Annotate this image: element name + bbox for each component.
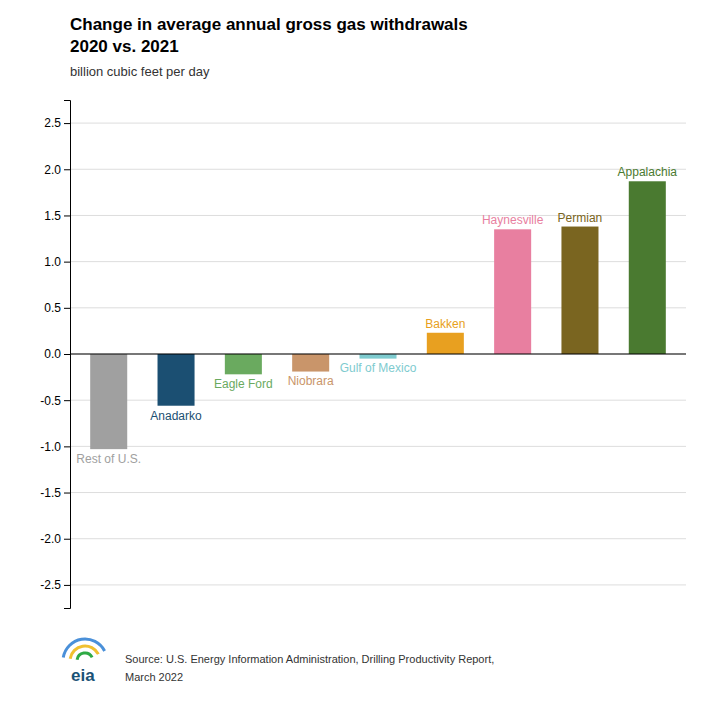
bar-label: Permian [558, 211, 603, 225]
bar-label: Appalachia [618, 165, 678, 179]
logo-arc [62, 637, 106, 657]
y-axis-line [64, 101, 71, 609]
y-tick: -2.0 [40, 532, 70, 546]
y-tick-mark [64, 169, 70, 170]
bar [427, 333, 464, 354]
bars [90, 181, 666, 449]
bar-label: Bakken [425, 317, 465, 331]
y-tick-mark [64, 539, 70, 540]
y-tick-mark [64, 308, 70, 309]
plot: -2.5 -2.0 -1.5 -1.0 -0.5 0.0 0.5 1.0 1.5 2.0 2.5 Re… [40, 101, 686, 609]
y-tick: 0.0 [44, 347, 70, 361]
bar-label: Rest of U.S. [76, 452, 141, 466]
y-tick-label: 2.5 [44, 116, 61, 130]
y-tick-label: 0.5 [44, 301, 61, 315]
y-tick: -0.5 [40, 394, 70, 408]
bar [90, 354, 127, 449]
grid-line [70, 538, 686, 539]
chart: Change in average annual gross gas withd… [0, 0, 716, 718]
y-axis-label: billion cubic feet per day [70, 64, 210, 79]
y-tick-label: 0.0 [44, 347, 61, 361]
bar-label: Eagle Ford [214, 377, 273, 391]
y-tick-mark [64, 123, 70, 124]
grid-line [70, 492, 686, 493]
y-tick: -1.0 [40, 440, 70, 454]
bar-labels: Rest of U.S. Anadarko Eagle Ford Niobrara Gu… [76, 165, 677, 466]
subtitle: 2020 vs. 2021 [70, 37, 179, 56]
bar [292, 354, 329, 372]
y-tick-mark [64, 446, 70, 447]
grid-line [70, 446, 686, 447]
bar-label: Haynesville [482, 213, 544, 227]
logo-arc [76, 651, 94, 659]
y-axis: -2.5 -2.0 -1.5 -1.0 -0.5 0.0 0.5 1.0 1.5 2.0 2.5 [40, 101, 70, 609]
bar [359, 354, 396, 359]
grid-line [70, 354, 686, 355]
y-tick-label: 1.5 [44, 209, 61, 223]
bar [629, 181, 666, 354]
source-note: Source: U.S. Energy Information Administ… [125, 653, 494, 665]
bar-label: Gulf of Mexico [340, 361, 417, 375]
y-tick: -2.5 [40, 578, 70, 592]
y-tick-label: -0.5 [40, 394, 61, 408]
y-tick-label: 1.0 [44, 255, 61, 269]
y-tick-label: -2.5 [40, 578, 61, 592]
logo-text: eia [71, 666, 95, 685]
zero-line [70, 353, 686, 354]
y-tick-mark [64, 262, 70, 263]
y-tick-mark [64, 493, 70, 494]
y-tick: 2.5 [44, 116, 70, 130]
bar [561, 227, 598, 354]
logo: eia [62, 637, 106, 685]
y-tick-label: -2.0 [40, 532, 61, 546]
y-tick-mark [64, 585, 70, 586]
grid [70, 123, 686, 585]
y-tick: 2.0 [44, 163, 70, 177]
grid-line [70, 123, 686, 124]
y-tick: 1.0 [44, 255, 70, 269]
y-tick: -1.5 [40, 486, 70, 500]
y-tick: 0.5 [44, 301, 70, 315]
y-tick-mark [64, 354, 70, 355]
date-note: March 2022 [125, 671, 183, 683]
bar [158, 354, 195, 406]
y-tick-label: 2.0 [44, 163, 61, 177]
bar-label: Anadarko [150, 409, 202, 423]
bar [494, 229, 531, 354]
grid-line [70, 169, 686, 170]
y-tick: 1.5 [44, 209, 70, 223]
y-tick-label: -1.5 [40, 486, 61, 500]
y-tick-label: -1.0 [40, 440, 61, 454]
bar [225, 354, 262, 374]
y-tick-mark [64, 400, 70, 401]
title: Change in average annual gross gas withd… [70, 15, 468, 34]
y-tick-mark [64, 215, 70, 216]
bar-label: Niobrara [288, 374, 334, 388]
grid-line [70, 584, 686, 585]
